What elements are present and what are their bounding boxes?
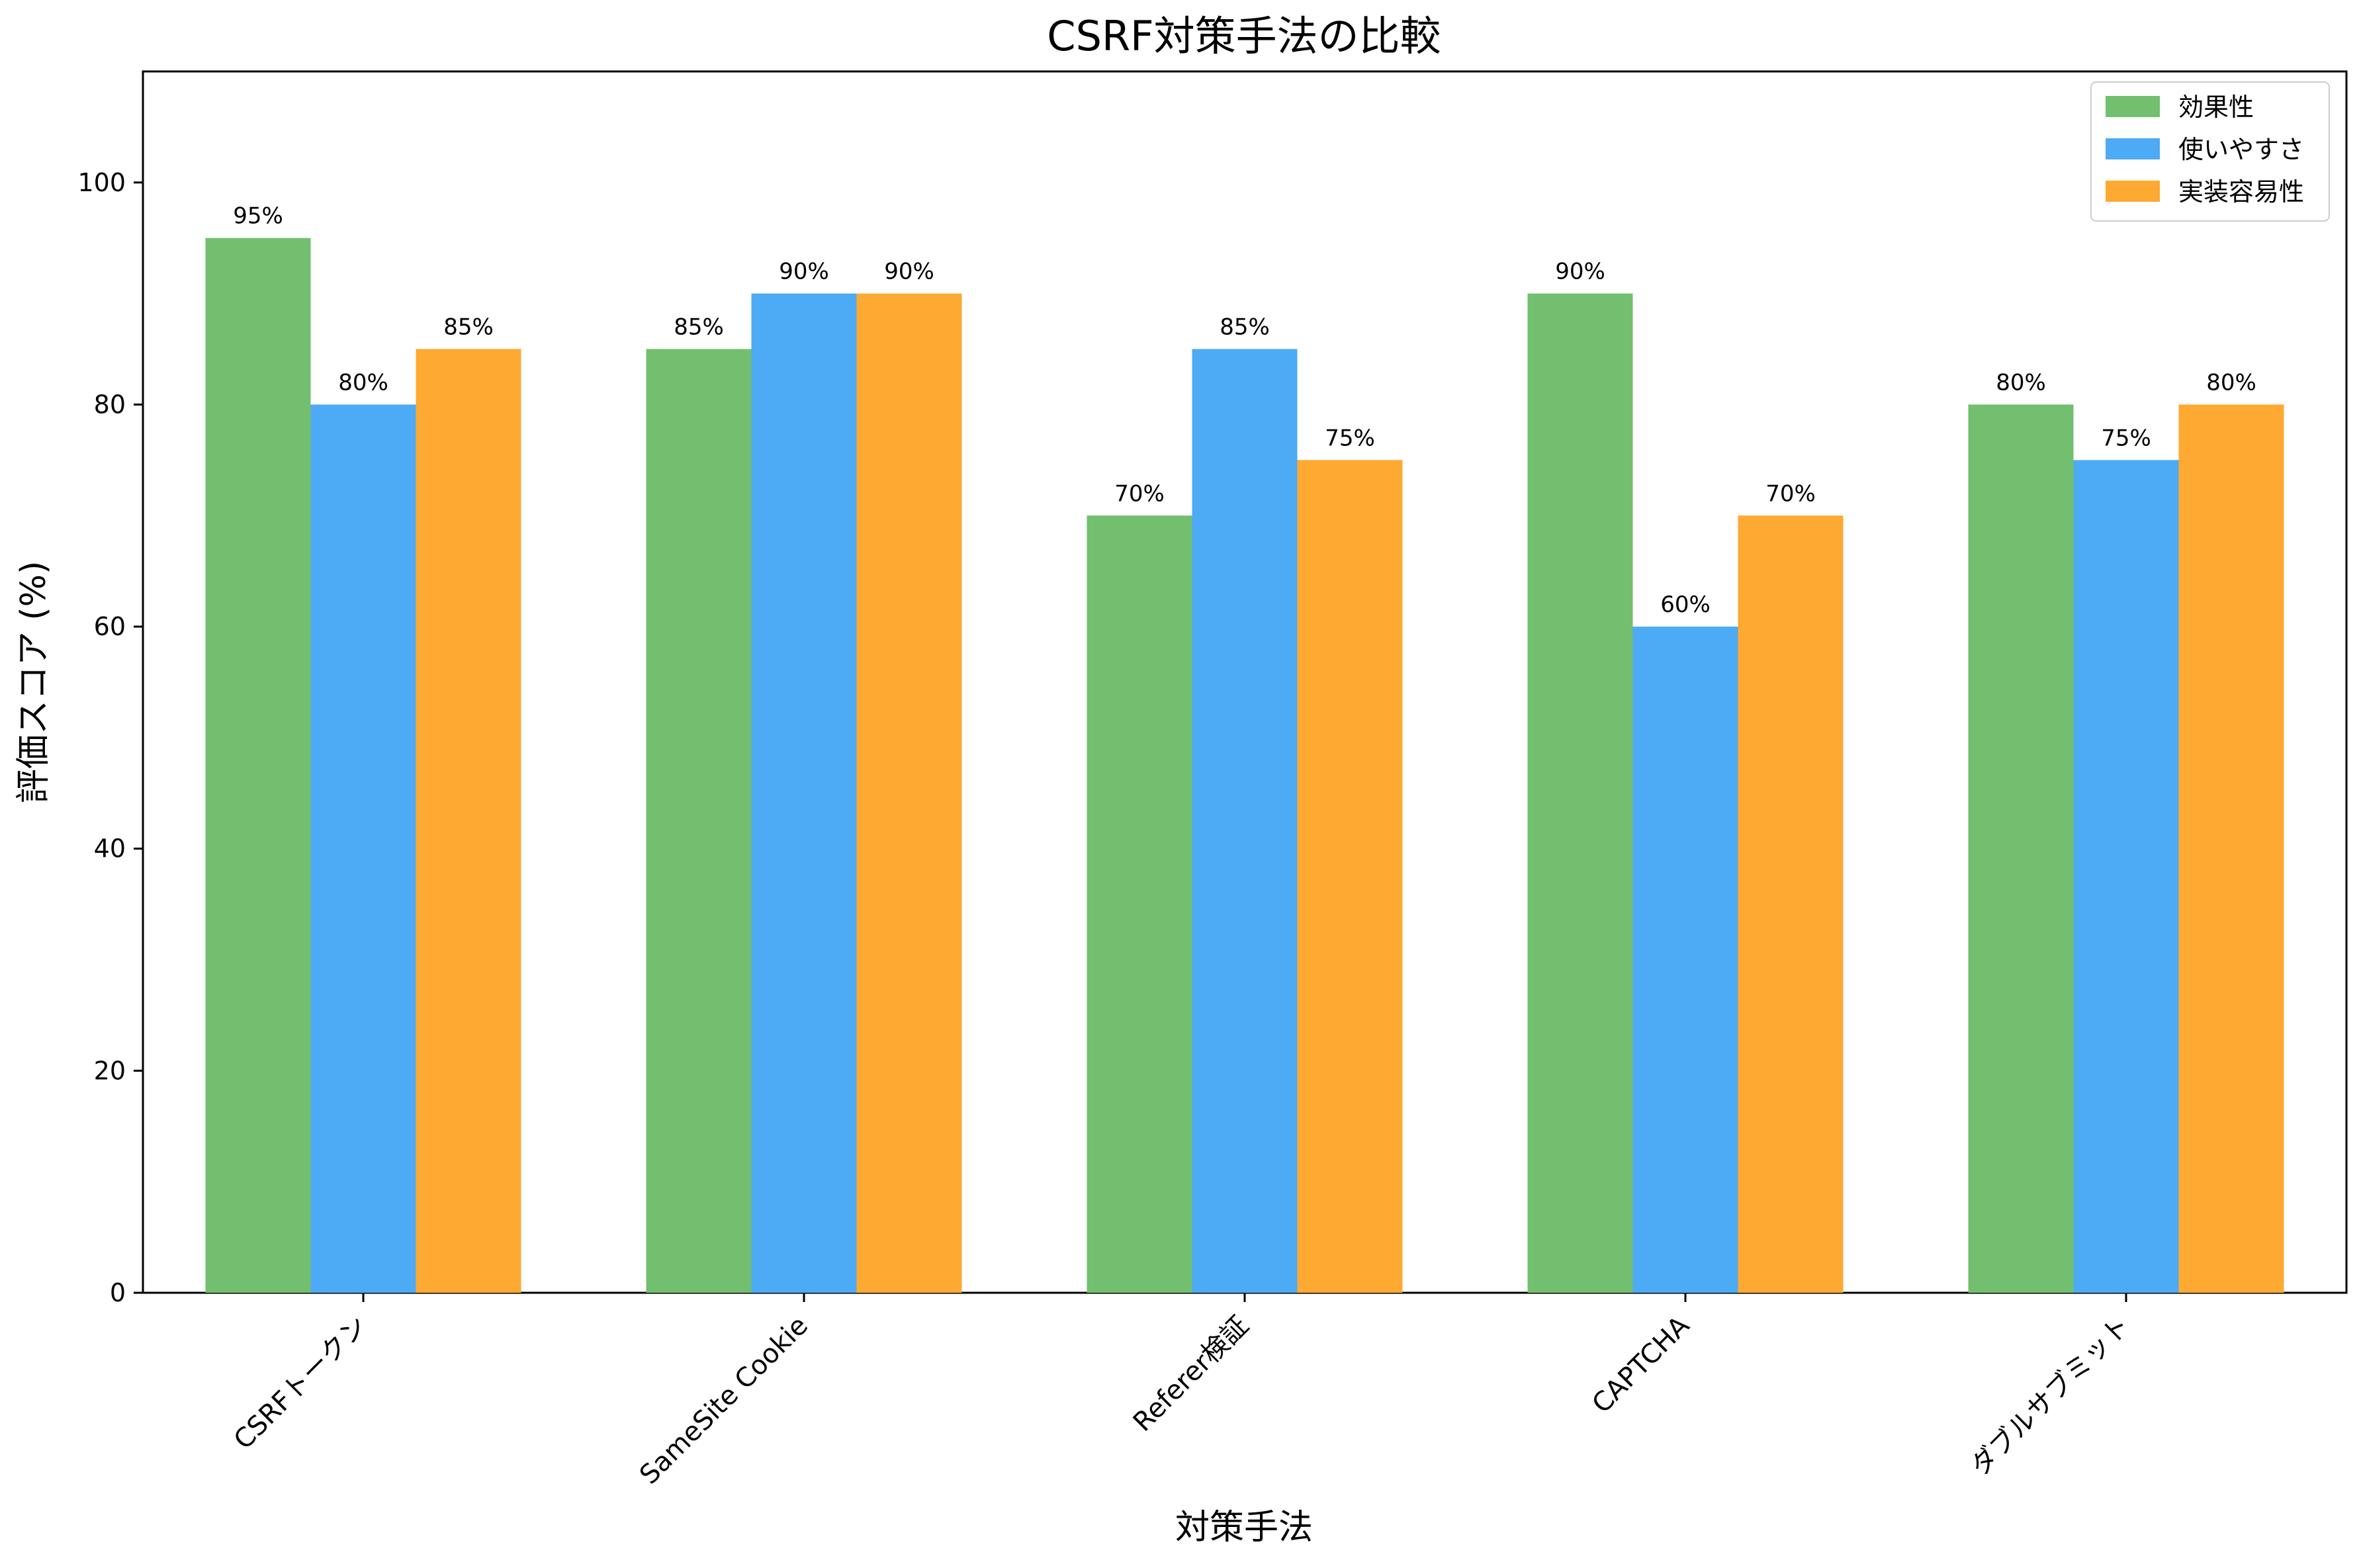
y-tick-label-100: 100 bbox=[77, 168, 126, 197]
bar-2-5 bbox=[2073, 460, 2179, 1293]
bar-3-3 bbox=[1297, 460, 1403, 1293]
y-tick-label-80: 80 bbox=[94, 390, 126, 419]
bar-2-2 bbox=[751, 293, 857, 1293]
legend-label-3: 実装容易性 bbox=[2178, 177, 2304, 206]
bar-2-1 bbox=[310, 404, 416, 1293]
bar-2-4 bbox=[1632, 627, 1738, 1293]
y-tick-label-60: 60 bbox=[94, 612, 126, 641]
bar-3-4 bbox=[1738, 515, 1844, 1293]
bar-3-1 bbox=[416, 349, 521, 1293]
x-axis: CSRFトークン SameSite Cookie Referer検証 CAPTCHA ダ… bbox=[228, 1293, 2136, 1491]
data-labels: 95% 85% 70% 90% 80% 80% 90% 85% 60% 75% 85% 90% 75% 7… bbox=[233, 203, 2256, 618]
data-label-1-3: 70% bbox=[1114, 480, 1165, 507]
y-tick-label-40: 40 bbox=[94, 834, 126, 863]
y-tick-label-0: 0 bbox=[110, 1278, 126, 1307]
y-tick-label-20: 20 bbox=[94, 1056, 126, 1085]
bar-1-3 bbox=[1087, 515, 1192, 1293]
data-label-3-3: 75% bbox=[1325, 425, 1375, 451]
data-label-2-5: 75% bbox=[2101, 425, 2151, 451]
data-label-1-1: 95% bbox=[233, 203, 283, 230]
chart-title: CSRF対策手法の比較 bbox=[1047, 12, 1441, 60]
plot-area: 95% 85% 70% 90% 80% 80% 90% 85% 60% 75% 85% 90% 75% 7… bbox=[142, 70, 2348, 1294]
bar-2-3 bbox=[1192, 349, 1298, 1293]
x-tick-label-5: ダブルサブミット bbox=[1965, 1311, 2136, 1482]
bar-1-1 bbox=[205, 238, 311, 1293]
data-label-1-2: 85% bbox=[674, 314, 724, 341]
data-label-2-1: 80% bbox=[338, 369, 388, 396]
data-label-3-1: 85% bbox=[443, 314, 494, 341]
legend-label-1: 効果性 bbox=[2178, 93, 2254, 122]
legend-swatch-2 bbox=[2106, 138, 2160, 159]
bar-3-5 bbox=[2178, 404, 2284, 1293]
x-tick-label-2: SameSite Cookie bbox=[634, 1311, 814, 1491]
data-label-3-4: 70% bbox=[1765, 480, 1816, 507]
y-axis-label: 評価スコア (%) bbox=[14, 561, 54, 804]
data-label-1-4: 90% bbox=[1555, 259, 1605, 285]
data-label-3-5: 80% bbox=[2206, 369, 2256, 396]
data-label-1-5: 80% bbox=[1996, 369, 2046, 396]
x-tick-label-4: CAPTCHA bbox=[1586, 1310, 1695, 1419]
data-label-3-2: 90% bbox=[884, 259, 934, 285]
bar-1-4 bbox=[1527, 293, 1633, 1293]
data-label-2-3: 85% bbox=[1220, 314, 1270, 341]
bar-3-2 bbox=[856, 293, 962, 1293]
bar-1-5 bbox=[1968, 404, 2074, 1293]
legend-swatch-1 bbox=[2106, 96, 2160, 117]
x-tick-label-1: CSRFトークン bbox=[228, 1311, 373, 1456]
x-axis-label: 対策手法 bbox=[1175, 1508, 1313, 1547]
legend-label-2: 使いやすさ bbox=[2178, 135, 2304, 164]
data-label-2-2: 90% bbox=[779, 259, 829, 285]
bars bbox=[205, 238, 2284, 1293]
legend-swatch-3 bbox=[2106, 181, 2160, 202]
x-tick-label-3: Referer検証 bbox=[1128, 1311, 1255, 1438]
bar-1-2 bbox=[646, 349, 752, 1293]
y-axis: 0 20 40 60 80 100 bbox=[77, 168, 143, 1307]
data-label-2-4: 60% bbox=[1660, 591, 1711, 618]
